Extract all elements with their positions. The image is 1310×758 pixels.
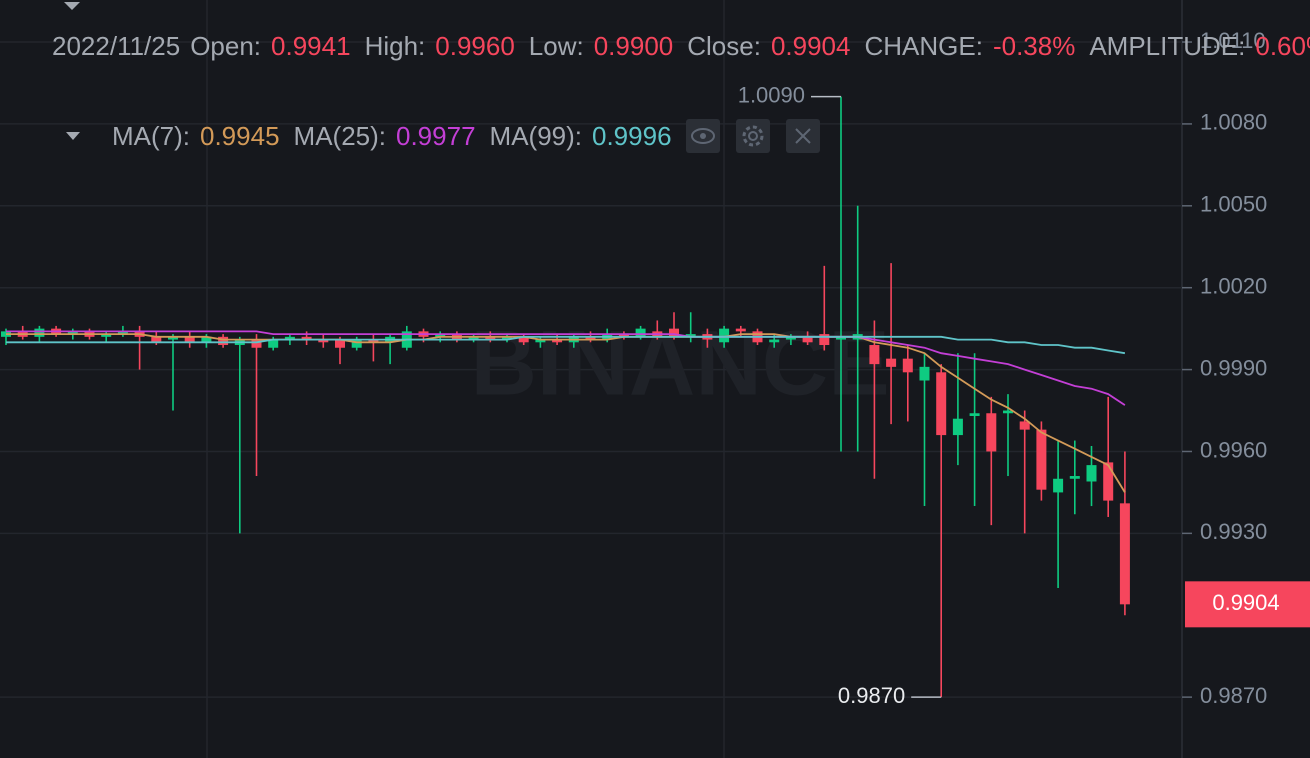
candle-body xyxy=(635,328,646,337)
y-tick-label: 0.9930 xyxy=(1200,519,1267,544)
header-value: 0.9941 xyxy=(271,31,351,61)
candle-body xyxy=(268,339,279,348)
candle-body xyxy=(218,336,229,346)
candle-body xyxy=(819,334,830,346)
candle-body xyxy=(802,336,813,343)
candle-body xyxy=(335,339,345,348)
header-value: -0.38% xyxy=(992,31,1076,61)
candle-body xyxy=(101,334,112,337)
candle-body xyxy=(468,336,479,340)
legend-value: 0.9996 xyxy=(592,120,672,151)
watermark: BINANCE xyxy=(470,312,889,414)
candle-body xyxy=(1053,478,1064,493)
candle-body xyxy=(1103,462,1114,501)
candle-body xyxy=(969,413,980,416)
candle-body xyxy=(67,331,78,335)
candle-body xyxy=(518,336,529,343)
legend-label: MA(99): xyxy=(489,120,582,151)
header-value: 0.9960 xyxy=(435,31,515,61)
candle-body xyxy=(1003,410,1013,414)
candle-body xyxy=(886,358,897,367)
candle-body xyxy=(669,328,679,337)
candle-body xyxy=(685,334,696,337)
y-tick-label: 0.9990 xyxy=(1200,355,1267,380)
header-label: High: xyxy=(364,31,426,61)
candle-body xyxy=(502,336,512,340)
candle-body xyxy=(435,334,446,337)
candle-body xyxy=(184,336,195,343)
candle-body xyxy=(301,336,312,340)
candle-body xyxy=(869,345,880,365)
candle-body xyxy=(936,372,947,436)
candle-body xyxy=(368,339,379,343)
y-tick-label: 0.9870 xyxy=(1200,683,1267,708)
legend-value: 0.9977 xyxy=(396,120,476,151)
ma-line xyxy=(6,330,1126,406)
candle-body xyxy=(785,336,796,340)
candle-body xyxy=(201,336,212,343)
header-label: CHANGE: xyxy=(864,31,983,61)
settings-button[interactable] xyxy=(735,119,770,153)
header-value: 0.9900 xyxy=(593,31,674,61)
candle-body xyxy=(318,339,329,343)
candle-body xyxy=(251,339,262,348)
header-value: 0.60% xyxy=(1255,31,1310,61)
candle-body xyxy=(585,336,596,340)
candle-body xyxy=(535,339,546,343)
candle-body xyxy=(284,336,295,340)
candle-body xyxy=(485,336,496,340)
candle-body xyxy=(1019,421,1030,430)
header-value: 0.9904 xyxy=(770,31,851,61)
candle-body xyxy=(34,328,45,337)
header-label: Low: xyxy=(528,31,584,61)
candle-body xyxy=(117,331,128,335)
collapse-icon[interactable] xyxy=(64,2,80,10)
legend-label: MA(25): xyxy=(293,120,386,151)
visibility-button[interactable] xyxy=(685,119,720,153)
candle-body xyxy=(1036,429,1047,490)
header-label: AMPLITUDE: xyxy=(1089,31,1246,61)
y-tick-label: 1.0080 xyxy=(1200,110,1267,135)
candle-body xyxy=(168,336,178,340)
header-label: Open: xyxy=(190,31,262,61)
legend-label: MA(7): xyxy=(112,120,190,151)
grid xyxy=(0,41,1182,698)
candle-body xyxy=(552,339,563,343)
candle-body xyxy=(769,339,780,343)
candle-body xyxy=(1069,476,1080,479)
candle-body xyxy=(351,339,362,348)
ma-line xyxy=(6,333,1126,493)
ma-line xyxy=(6,335,1126,355)
candle-body xyxy=(1086,465,1097,482)
annotation-label: 1.0090 xyxy=(738,82,805,107)
ohlc-header: 2022/11/25 Open: 0.9941 High: 0.9960 Low: 0.99… xyxy=(52,24,1310,69)
plot xyxy=(1,96,1130,698)
candle-body xyxy=(902,358,913,373)
annotation-label: 0.9870 xyxy=(838,683,905,708)
candle-body xyxy=(952,418,963,436)
collapse-icon[interactable] xyxy=(66,132,80,140)
legend-value: 0.9945 xyxy=(200,120,280,151)
candle-body xyxy=(735,328,746,332)
y-tick-label: 1.0110 xyxy=(1200,28,1266,53)
header-label: Close: xyxy=(687,31,761,61)
candle-body xyxy=(719,328,730,343)
y-tick-label: 1.0050 xyxy=(1200,192,1267,217)
candle-body xyxy=(986,413,997,452)
price-tag-label: 0.9904 xyxy=(1212,590,1279,615)
candle-body xyxy=(618,334,629,337)
y-tick-label: 0.9960 xyxy=(1200,437,1267,462)
close-button[interactable] xyxy=(785,119,820,153)
candle-body xyxy=(151,336,162,343)
candle-body xyxy=(919,366,930,381)
ma-items: MA(7): 0.9945 MA(25): 0.9977 MA(99): 0.9996 xyxy=(112,121,686,152)
y-tick-label: 1.0020 xyxy=(1200,274,1267,299)
price-tag xyxy=(1185,581,1310,628)
ma-legend: MA(7): 0.9945 MA(25): 0.9977 MA(99): 0.9996 xyxy=(60,114,836,158)
candle-body xyxy=(1119,503,1130,605)
date: 2022/11/25 xyxy=(52,31,181,61)
candle-body xyxy=(836,336,846,340)
